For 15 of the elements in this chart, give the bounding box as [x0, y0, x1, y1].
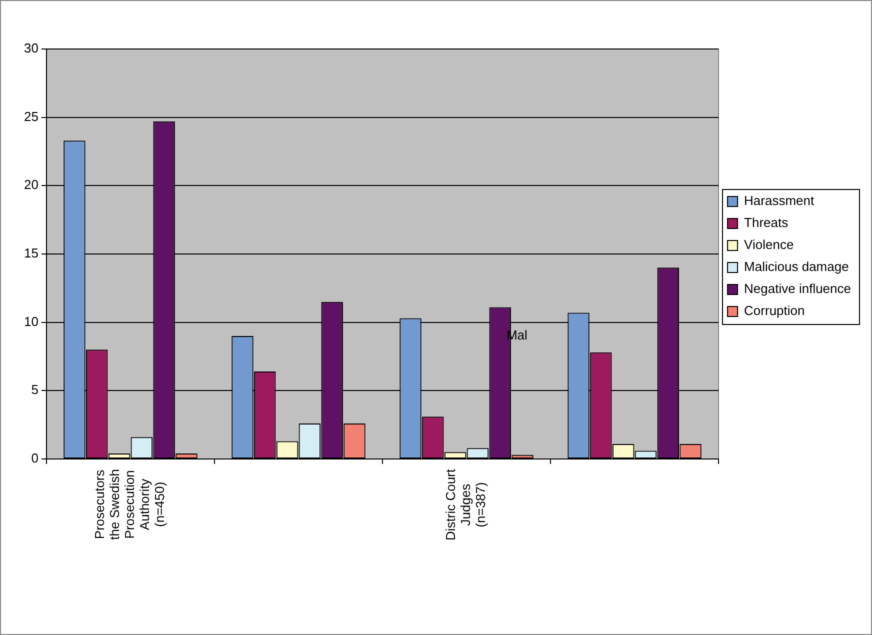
y-tick-label: 25: [24, 108, 38, 124]
legend-label: Harassment: [744, 193, 815, 208]
y-tick-label: 30: [24, 40, 38, 56]
x-tick-label: Distric Court Judges (n=387): [443, 468, 488, 541]
x-tick-label: Prosecutors the Swedish Prosecution Authority (n=450): [92, 468, 168, 540]
legend-label: Corruption: [744, 303, 805, 318]
legend-label: Violence: [744, 237, 794, 252]
legend-label: Negative influence: [744, 281, 852, 296]
y-tick-label: 20: [24, 177, 38, 192]
y-tick-label: 0: [31, 450, 38, 466]
legend-label: Malicious damage: [744, 259, 849, 274]
y-tick-label: 10: [24, 314, 38, 329]
y-tick-label: 5: [31, 382, 38, 398]
legend-label: Threats: [744, 215, 789, 230]
y-tick-label: 15: [24, 246, 38, 261]
